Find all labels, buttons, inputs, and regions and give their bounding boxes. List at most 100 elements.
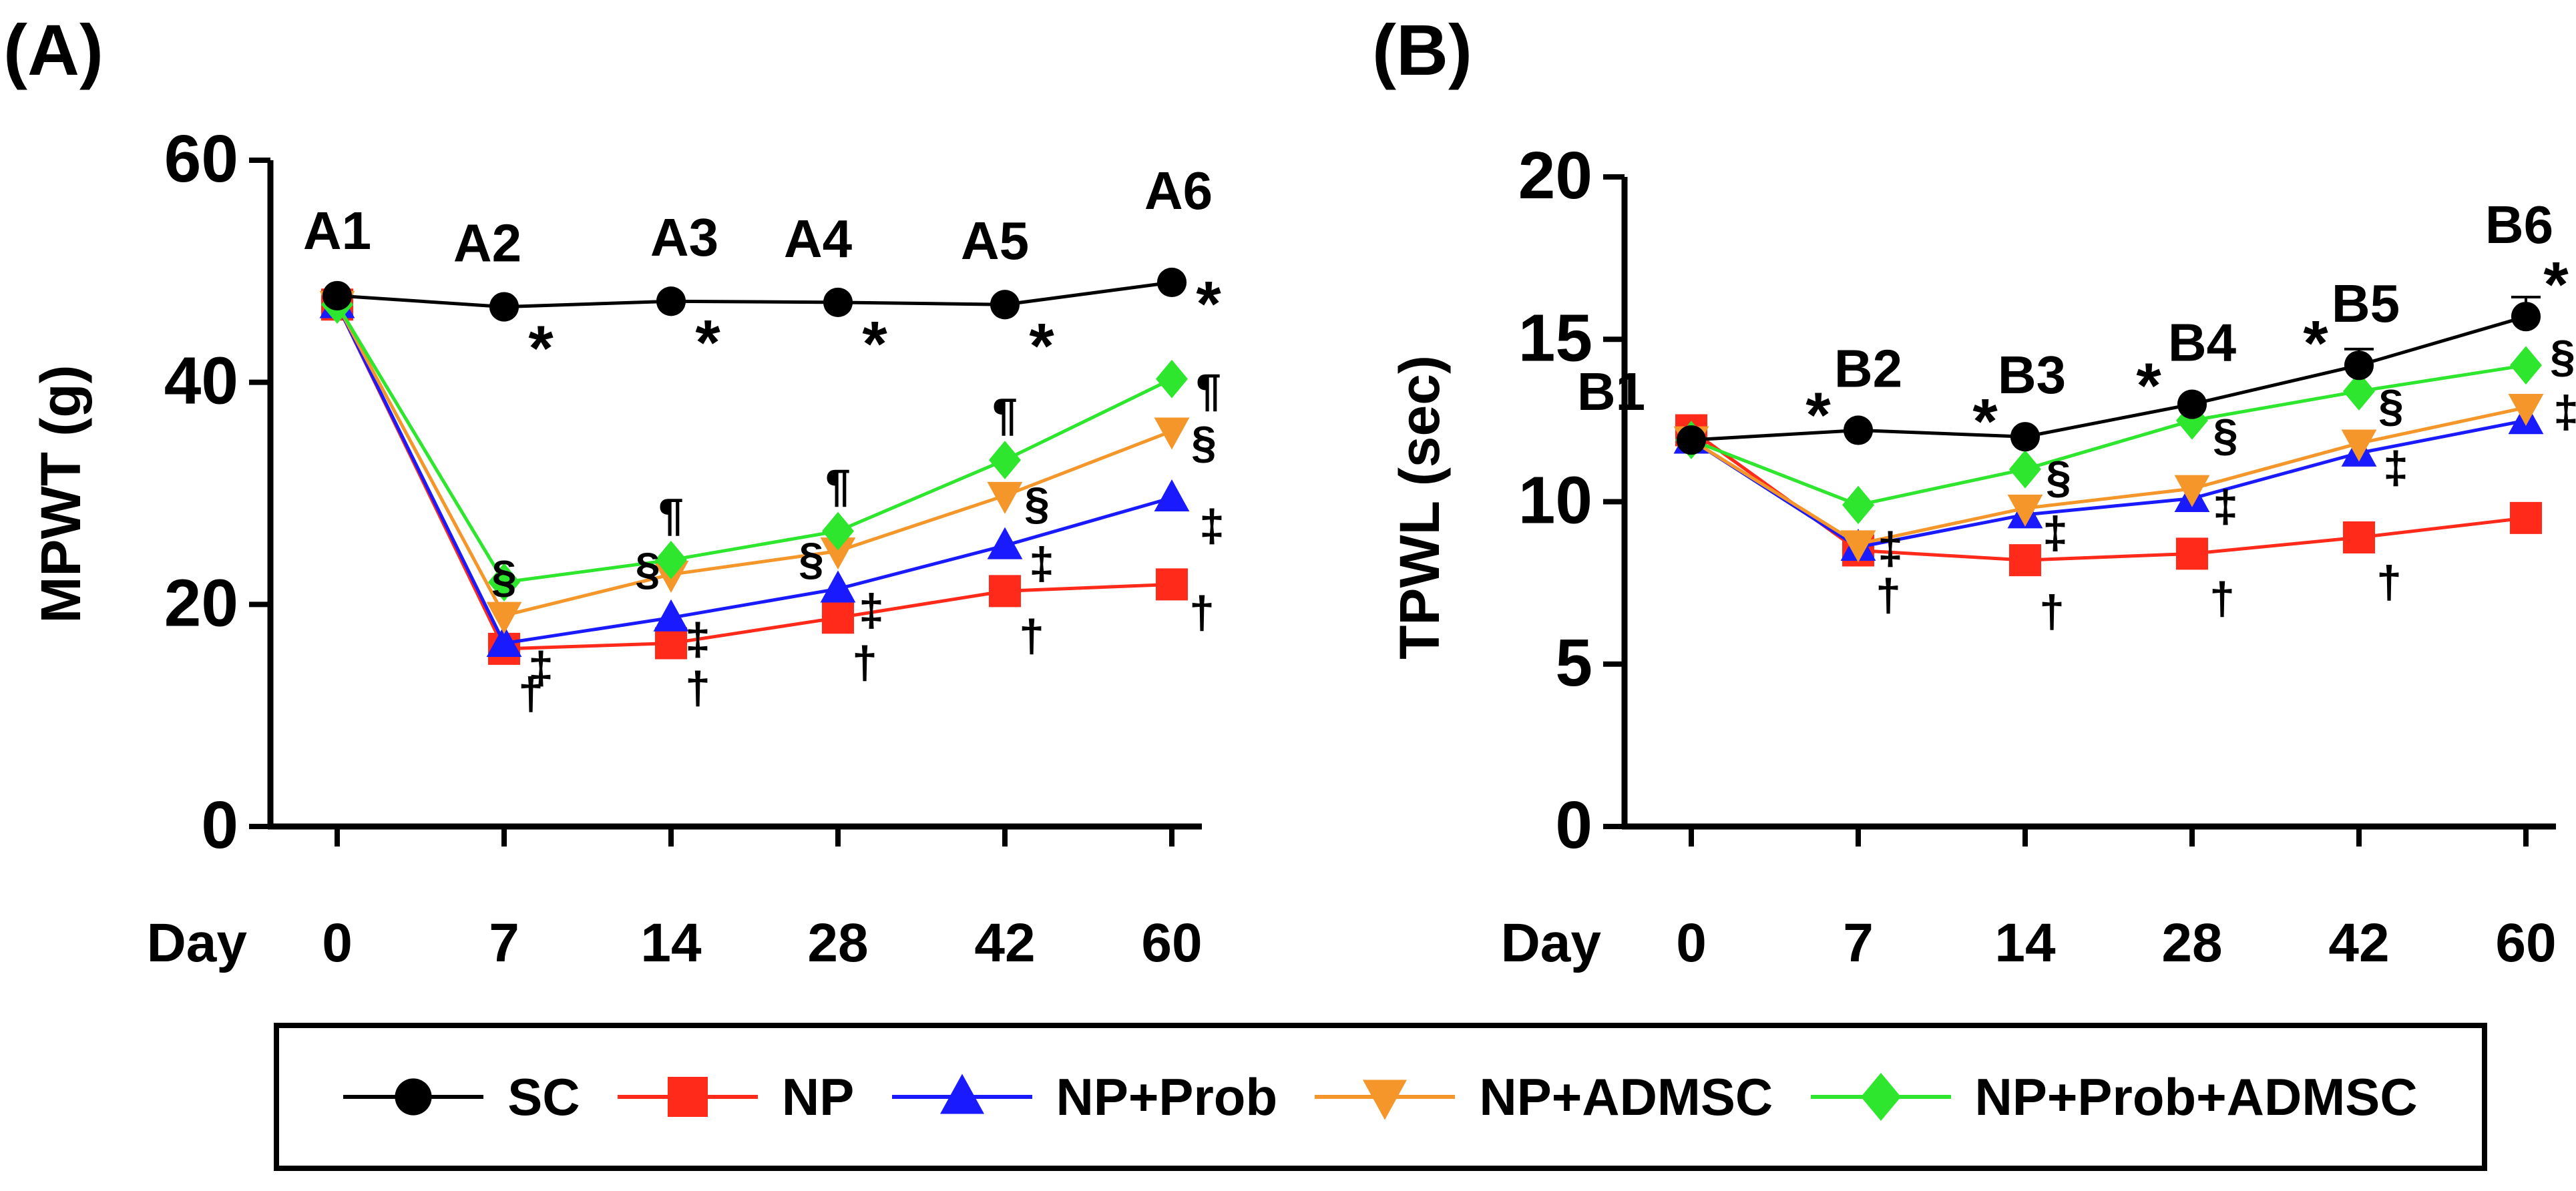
legend-marker bbox=[939, 1074, 984, 1114]
series-np-prob-admsc bbox=[321, 285, 1188, 602]
x-tick-label: 60 bbox=[2495, 913, 2556, 973]
significance-mark: * bbox=[1972, 386, 1998, 457]
legend-item: SC bbox=[343, 1067, 580, 1128]
x-tick-label: 60 bbox=[1141, 913, 1202, 973]
x-tick-label: 0 bbox=[1676, 913, 1707, 973]
data-point bbox=[2010, 422, 2041, 452]
data-point bbox=[1156, 359, 1188, 399]
data-point bbox=[2343, 521, 2375, 554]
legend: SC NP NP+Prob NP+ADMSC NP+Prob+ADMSC bbox=[274, 1023, 2487, 1171]
legend-label: NP+Prob bbox=[1056, 1067, 1278, 1126]
data-point bbox=[2176, 537, 2208, 570]
significance-mark: † bbox=[1189, 587, 1215, 638]
data-point bbox=[653, 599, 689, 632]
significance-mark: ¶ bbox=[825, 461, 851, 511]
time-point-label: B5 bbox=[2332, 274, 2400, 333]
data-point bbox=[2511, 302, 2541, 332]
y-tick-label: 60 bbox=[164, 122, 238, 196]
time-point-label: A4 bbox=[784, 209, 853, 268]
significance-mark: ‡ bbox=[1029, 538, 1054, 589]
data-point bbox=[1842, 485, 1874, 525]
data-point bbox=[822, 602, 854, 634]
data-point bbox=[1676, 425, 1707, 455]
data-point bbox=[1840, 530, 1876, 563]
significance-mark: † bbox=[1876, 569, 1901, 620]
legend-label: NP+Prob+ADMSC bbox=[1974, 1067, 2418, 1126]
x-tick-label: 28 bbox=[807, 913, 868, 973]
series-np-prob-admsc bbox=[1675, 346, 2542, 525]
legend-marker bbox=[395, 1078, 432, 1116]
data-point bbox=[2343, 372, 2375, 411]
legend-swatch bbox=[1810, 1073, 1951, 1121]
time-point-label: B2 bbox=[1834, 338, 1902, 398]
significance-mark: * bbox=[1196, 268, 1221, 340]
legend-swatch bbox=[1315, 1080, 1456, 1120]
significance-mark: * bbox=[2303, 308, 2328, 379]
data-point bbox=[1843, 415, 1874, 445]
data-point bbox=[2177, 389, 2207, 419]
significance-mark: * bbox=[862, 308, 887, 380]
x-tick-label: 14 bbox=[1994, 913, 2056, 973]
significance-mark: ‡ bbox=[1878, 523, 1903, 574]
significance-mark: § bbox=[1191, 417, 1217, 468]
data-point bbox=[990, 290, 1020, 320]
panel-label: (B) bbox=[1372, 9, 1472, 90]
x-axis-label: Day bbox=[147, 913, 248, 973]
x-axis-label: Day bbox=[1501, 913, 1602, 973]
significance-mark: ¶ bbox=[1196, 365, 1221, 416]
time-point-label: B4 bbox=[2168, 313, 2237, 373]
legend-swatch bbox=[891, 1074, 1032, 1114]
significance-mark: * bbox=[1029, 310, 1054, 382]
y-tick-label: 0 bbox=[201, 788, 238, 863]
y-tick-label: 20 bbox=[1518, 138, 1592, 213]
significance-mark: ¶ bbox=[992, 389, 1018, 440]
x-tick-label: 14 bbox=[640, 913, 702, 973]
series-line bbox=[1690, 405, 2527, 546]
x-tick-label: 28 bbox=[2161, 913, 2222, 973]
series-sc bbox=[1676, 296, 2541, 455]
significance-mark: ‡ bbox=[2213, 481, 2238, 532]
legend-label: SC bbox=[507, 1067, 580, 1126]
significance-mark: * bbox=[2543, 249, 2569, 320]
significance-mark: † bbox=[518, 668, 544, 719]
time-point-label: B6 bbox=[2485, 195, 2553, 254]
data-point bbox=[2174, 475, 2210, 507]
data-point bbox=[1156, 267, 1187, 298]
legend-item: NP+ADMSC bbox=[1315, 1067, 1773, 1128]
series-line bbox=[1691, 363, 2527, 507]
significance-mark: ¶ bbox=[658, 489, 684, 540]
data-point bbox=[2176, 401, 2208, 440]
legend-marker bbox=[1860, 1073, 1901, 1121]
significance-mark: † bbox=[2209, 573, 2235, 624]
data-point bbox=[655, 541, 687, 579]
series-line bbox=[335, 304, 1172, 646]
series-line bbox=[335, 304, 1172, 618]
significance-mark: ‡ bbox=[1199, 501, 1225, 551]
chart-panel-b: (B) 0 5 10 15 20 0 7 14 28 42 60 Day TPWL (sec) B1 B2 B3… bbox=[1372, 9, 2576, 973]
significance-mark: * bbox=[528, 313, 554, 385]
significance-mark: § bbox=[799, 533, 824, 584]
data-point bbox=[820, 570, 856, 603]
legend-marker bbox=[667, 1077, 708, 1117]
data-point bbox=[1156, 568, 1188, 601]
series-line bbox=[1691, 314, 2527, 442]
significance-mark: ‡ bbox=[528, 643, 554, 694]
x-tick-label: 42 bbox=[974, 913, 1035, 973]
time-point-label: A1 bbox=[303, 201, 371, 260]
x-tick-label: 0 bbox=[322, 913, 353, 973]
data-point bbox=[2009, 450, 2041, 489]
data-point bbox=[322, 280, 353, 311]
figure: (A) 0 20 40 60 0 7 14 28 42 60 Day MPWT (g) A1 A2 A3 A4 A… bbox=[3, 9, 2576, 973]
y-tick-label: 20 bbox=[164, 565, 238, 640]
x-tick-label: 7 bbox=[1843, 913, 1874, 973]
data-point bbox=[656, 286, 686, 316]
x-tick-label: 7 bbox=[489, 913, 519, 973]
data-point bbox=[2007, 494, 2043, 527]
significance-mark: † bbox=[1019, 610, 1044, 661]
time-point-label: B3 bbox=[1998, 345, 2066, 405]
significance-mark: * bbox=[695, 307, 720, 379]
time-point-label: B1 bbox=[1577, 362, 1645, 421]
series-line bbox=[335, 303, 1173, 584]
x-tick-label: 42 bbox=[2328, 913, 2389, 973]
data-point bbox=[1154, 479, 1190, 512]
